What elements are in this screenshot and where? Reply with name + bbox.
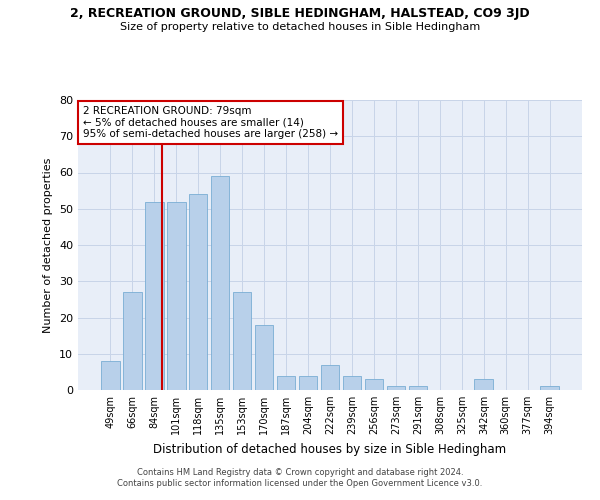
Bar bbox=[386, 386, 405, 390]
Bar bbox=[320, 364, 340, 390]
Bar bbox=[365, 379, 383, 390]
Bar bbox=[277, 376, 295, 390]
Bar bbox=[189, 194, 208, 390]
Bar bbox=[255, 325, 274, 390]
Text: 2, RECREATION GROUND, SIBLE HEDINGHAM, HALSTEAD, CO9 3JD: 2, RECREATION GROUND, SIBLE HEDINGHAM, H… bbox=[70, 8, 530, 20]
Bar bbox=[167, 202, 185, 390]
Bar bbox=[123, 292, 142, 390]
Y-axis label: Number of detached properties: Number of detached properties bbox=[43, 158, 53, 332]
Text: Contains HM Land Registry data © Crown copyright and database right 2024.
Contai: Contains HM Land Registry data © Crown c… bbox=[118, 468, 482, 487]
Bar bbox=[541, 386, 559, 390]
Bar bbox=[409, 386, 427, 390]
Bar bbox=[101, 361, 119, 390]
Bar bbox=[475, 379, 493, 390]
Text: Distribution of detached houses by size in Sible Hedingham: Distribution of detached houses by size … bbox=[154, 442, 506, 456]
Bar bbox=[343, 376, 361, 390]
Text: Size of property relative to detached houses in Sible Hedingham: Size of property relative to detached ho… bbox=[120, 22, 480, 32]
Bar bbox=[233, 292, 251, 390]
Bar bbox=[211, 176, 229, 390]
Bar bbox=[145, 202, 164, 390]
Text: 2 RECREATION GROUND: 79sqm
← 5% of detached houses are smaller (14)
95% of semi-: 2 RECREATION GROUND: 79sqm ← 5% of detac… bbox=[83, 106, 338, 139]
Bar bbox=[299, 376, 317, 390]
